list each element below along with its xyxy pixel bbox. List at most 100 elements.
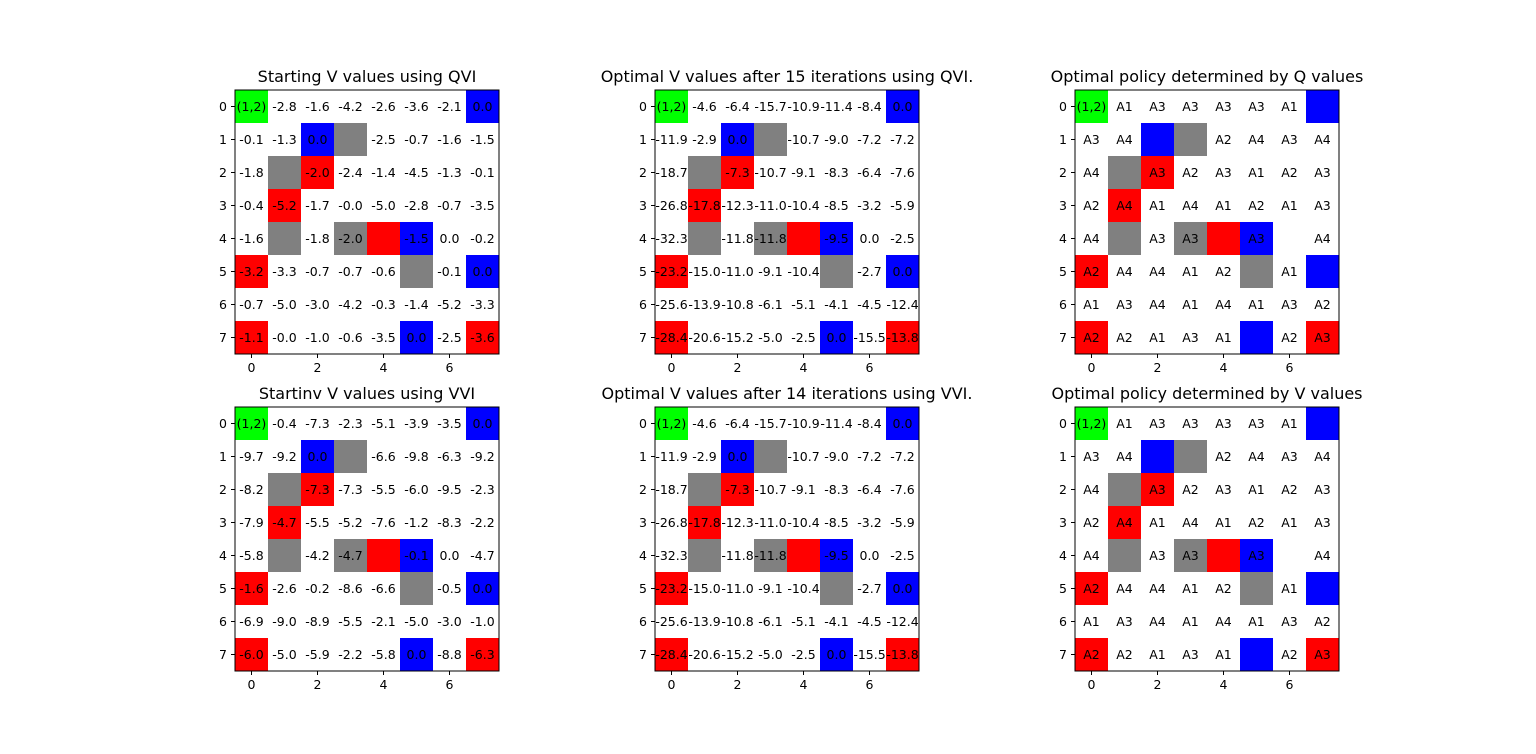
y-tick-label: 6 (219, 614, 227, 629)
x-tick-label: 6 (446, 677, 454, 692)
grid-cell-empty (1273, 473, 1306, 506)
cell-value: A4 (1116, 132, 1133, 147)
grid-cell-empty (334, 255, 367, 288)
grid-cell-empty (400, 506, 433, 539)
cell-value: A4 (1083, 165, 1100, 180)
grid-cell-empty (301, 407, 334, 440)
grid-cell-goal (466, 572, 499, 605)
grid-cell-empty (787, 321, 820, 354)
grid-cell-empty (400, 288, 433, 321)
y-tick-label: 3 (1059, 515, 1067, 530)
grid-cell-empty (334, 288, 367, 321)
cell-value: -23.2 (655, 264, 687, 279)
grid-cell-empty (853, 288, 886, 321)
grid-cell-empty (466, 123, 499, 156)
grid-cell-empty (820, 473, 853, 506)
grid-cell-empty (655, 539, 688, 572)
x-tick-label: 6 (866, 677, 874, 692)
x-tick-label: 2 (314, 360, 322, 375)
grid-cell-empty (433, 506, 466, 539)
grid-cell-hazard (1306, 638, 1339, 671)
grid-cell-empty (235, 605, 268, 638)
grid-cell-hazard (235, 321, 268, 354)
cell-value: -28.4 (655, 330, 687, 345)
cell-value: A2 (1215, 264, 1232, 279)
cell-value: A1 (1116, 416, 1133, 431)
cell-value: -3.0 (437, 614, 461, 629)
cell-value: A1 (1149, 198, 1166, 213)
grid-cell-empty (787, 288, 820, 321)
grid-cell-empty (886, 156, 919, 189)
cell-value: A3 (1182, 231, 1199, 246)
grid-cell-empty (301, 90, 334, 123)
panel-title: Optimal V values after 14 iterations usi… (602, 384, 973, 403)
cell-value: 0.0 (308, 449, 328, 464)
cell-value: A4 (1116, 581, 1133, 596)
grid-cell-empty (787, 506, 820, 539)
grid-cell-empty (688, 90, 721, 123)
grid-cell-hazard (655, 572, 688, 605)
cell-value: A4 (1248, 132, 1265, 147)
cell-value: A4 (1149, 581, 1166, 596)
grid-cell-empty (754, 506, 787, 539)
y-tick-label: 2 (1059, 482, 1067, 497)
grid-cell-empty (820, 189, 853, 222)
y-tick-label: 1 (219, 449, 227, 464)
cell-value: A2 (1083, 647, 1100, 662)
x-tick-label: 2 (314, 677, 322, 692)
grid-cell-wall (688, 156, 721, 189)
grid-cell-empty (1174, 473, 1207, 506)
cell-value: -2.8 (404, 198, 428, 213)
cell-value: A2 (1314, 297, 1331, 312)
grid-cell-empty (754, 288, 787, 321)
cell-value: -9.5 (824, 231, 848, 246)
cell-value: -2.8 (272, 99, 296, 114)
grid-cell-empty (1174, 288, 1207, 321)
grid-cell-empty (820, 288, 853, 321)
grid-cell-hazard (1108, 189, 1141, 222)
grid-cell-hazard (367, 222, 400, 255)
cell-value: A1 (1149, 647, 1166, 662)
cell-value: -8.9 (305, 614, 329, 629)
grid-panel-5: Optimal V values after 14 iterations usi… (602, 384, 973, 692)
cell-value: -10.7 (754, 165, 786, 180)
grid-cell-empty (1207, 440, 1240, 473)
grid-cell-empty (886, 605, 919, 638)
grid-cell-wall (1108, 156, 1141, 189)
grid-cell-empty (1273, 539, 1306, 572)
grid-cell-goal (721, 440, 754, 473)
grid-cell-goal (466, 407, 499, 440)
grid-cell-empty (853, 605, 886, 638)
grid-cell-empty (433, 321, 466, 354)
cell-value: -0.6 (338, 330, 362, 345)
grid-cell-empty (1240, 288, 1273, 321)
cell-value: -9.1 (791, 165, 815, 180)
grid-cell-hazard (1075, 255, 1108, 288)
grid-cell-empty (268, 572, 301, 605)
cell-value: -9.1 (791, 482, 815, 497)
grid-cell-wall (1108, 539, 1141, 572)
cell-value: A3 (1281, 614, 1298, 629)
grid-cell-wall (754, 539, 787, 572)
cell-value: -11.9 (655, 449, 687, 464)
grid-cell-hazard (688, 189, 721, 222)
cell-value: A4 (1149, 614, 1166, 629)
cell-value: A2 (1281, 482, 1298, 497)
grid-cell-goal (1240, 222, 1273, 255)
cell-value: A2 (1083, 264, 1100, 279)
grid-cell-wall (1240, 255, 1273, 288)
grid-cell-hazard (466, 321, 499, 354)
grid-cell-empty (721, 506, 754, 539)
cell-value: A2 (1281, 330, 1298, 345)
grid-cell-empty (853, 407, 886, 440)
cell-value: -7.2 (890, 132, 914, 147)
y-tick-label: 0 (1059, 416, 1067, 431)
cell-value: -0.2 (305, 581, 329, 596)
cell-value: -4.7 (338, 548, 362, 563)
cell-value: -6.0 (404, 482, 428, 497)
grid-cell-empty (853, 572, 886, 605)
cell-value: -8.5 (824, 515, 848, 530)
grid-cell-empty (688, 440, 721, 473)
grid-cell-empty (433, 638, 466, 671)
cell-value: -0.7 (437, 198, 461, 213)
